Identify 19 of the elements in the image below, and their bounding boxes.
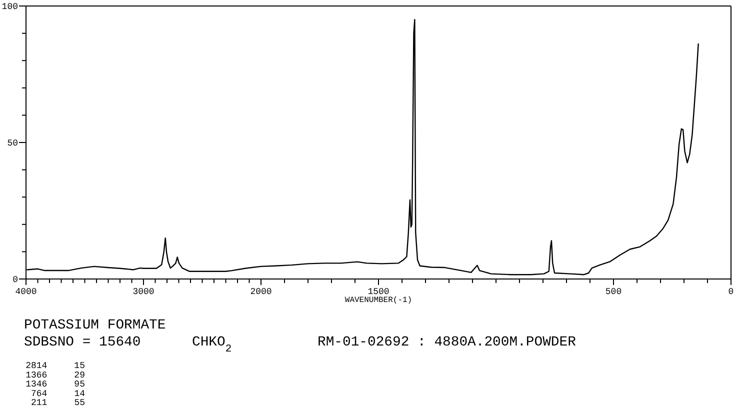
text: SDBSNO = 15640	[24, 334, 141, 350]
x-tick-label: 2000	[250, 287, 272, 297]
text: 211 55	[30, 398, 85, 408]
x-tick-label: 4000	[15, 287, 37, 297]
x-tick-label: 3000	[132, 287, 154, 297]
text: CHKO$_{2}$	[192, 334, 232, 356]
x-tick-label: 1500	[368, 287, 390, 297]
text: 1346 95	[26, 380, 85, 390]
text: 764 14	[30, 388, 85, 399]
x-axis-title: WAVENUMBER(-1)	[344, 296, 412, 305]
text: 2814 15	[26, 361, 85, 371]
y-tick-label: 50	[7, 138, 18, 149]
y-tick-label: 100	[2, 2, 18, 12]
text: POTASSIUM FORMATE	[24, 318, 166, 334]
text: 1366 29	[26, 370, 85, 380]
text: RM-01-02692 : 4880A.200M.POWDER	[318, 334, 576, 350]
x-tick-label: 0	[728, 287, 734, 297]
x-tick-label: 500	[605, 287, 622, 297]
y-tick-label: 0	[12, 275, 18, 286]
